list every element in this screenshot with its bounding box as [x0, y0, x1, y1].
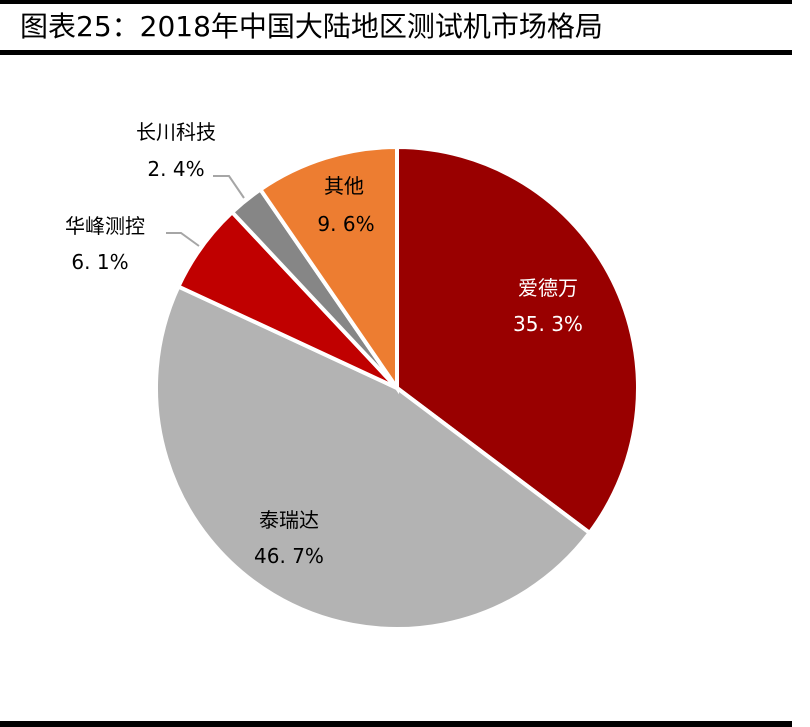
label-huafeng-name: 华峰测控 — [65, 214, 145, 238]
label-teradyne-name: 泰瑞达 — [259, 508, 319, 532]
pie-slice-4 — [257, 144, 399, 395]
label-huafeng-pct: 6. 1% — [71, 250, 128, 274]
title-rule — [0, 50, 792, 55]
label-advantest-name: 爱德万 — [518, 276, 578, 300]
pie-slice-1 — [154, 283, 593, 631]
leader-line-changchuan — [213, 175, 245, 199]
label-teradyne-pct: 46. 7% — [254, 544, 324, 568]
label-changchuan-pct: 2. 4% — [147, 157, 204, 181]
bottom-rule — [0, 721, 792, 727]
pie-slices — [154, 144, 640, 631]
pie-slice-0 — [395, 144, 640, 536]
label-advantest-pct: 35. 3% — [513, 312, 583, 336]
chart-title: 图表25：2018年中国大陆地区测试机市场格局 — [20, 10, 603, 43]
top-rule — [0, 0, 792, 4]
label-others-pct: 9. 6% — [317, 212, 374, 236]
label-changchuan-name: 长川科技 — [136, 120, 216, 144]
label-others-name: 其他 — [324, 174, 364, 198]
leader-line-huafeng — [166, 232, 200, 247]
